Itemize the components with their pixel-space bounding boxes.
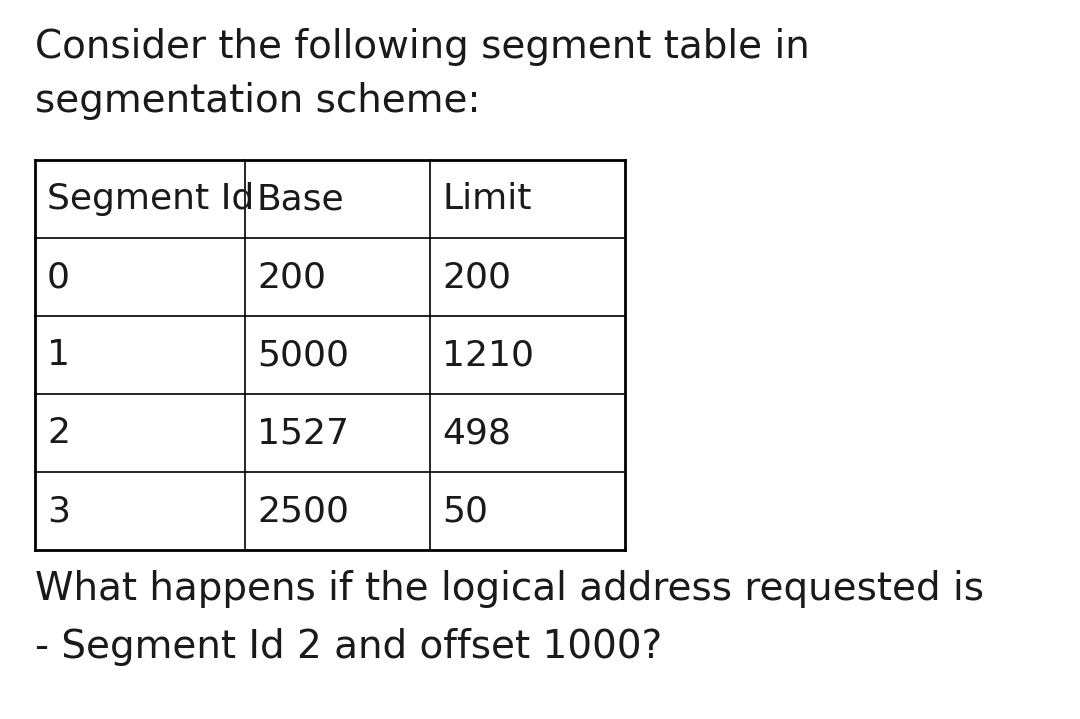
Text: 50: 50 bbox=[442, 494, 488, 528]
Text: 498: 498 bbox=[442, 416, 511, 450]
Text: 200: 200 bbox=[442, 260, 511, 294]
Text: - Segment Id 2 and offset 1000?: - Segment Id 2 and offset 1000? bbox=[35, 628, 662, 666]
Text: 1210: 1210 bbox=[442, 338, 534, 372]
Text: What happens if the logical address requested is: What happens if the logical address requ… bbox=[35, 570, 984, 608]
Text: 2: 2 bbox=[48, 416, 70, 450]
Text: 200: 200 bbox=[257, 260, 326, 294]
Text: Base: Base bbox=[257, 182, 345, 216]
Text: Consider the following segment table in: Consider the following segment table in bbox=[35, 28, 810, 66]
Text: 5000: 5000 bbox=[257, 338, 349, 372]
Text: 1: 1 bbox=[48, 338, 70, 372]
Text: 0: 0 bbox=[48, 260, 70, 294]
Text: Segment Id: Segment Id bbox=[48, 182, 254, 216]
Text: 2500: 2500 bbox=[257, 494, 349, 528]
Text: segmentation scheme:: segmentation scheme: bbox=[35, 82, 481, 120]
Bar bbox=[35, 160, 625, 550]
Text: 3: 3 bbox=[48, 494, 70, 528]
Text: Limit: Limit bbox=[442, 182, 531, 216]
Text: 1527: 1527 bbox=[257, 416, 349, 450]
